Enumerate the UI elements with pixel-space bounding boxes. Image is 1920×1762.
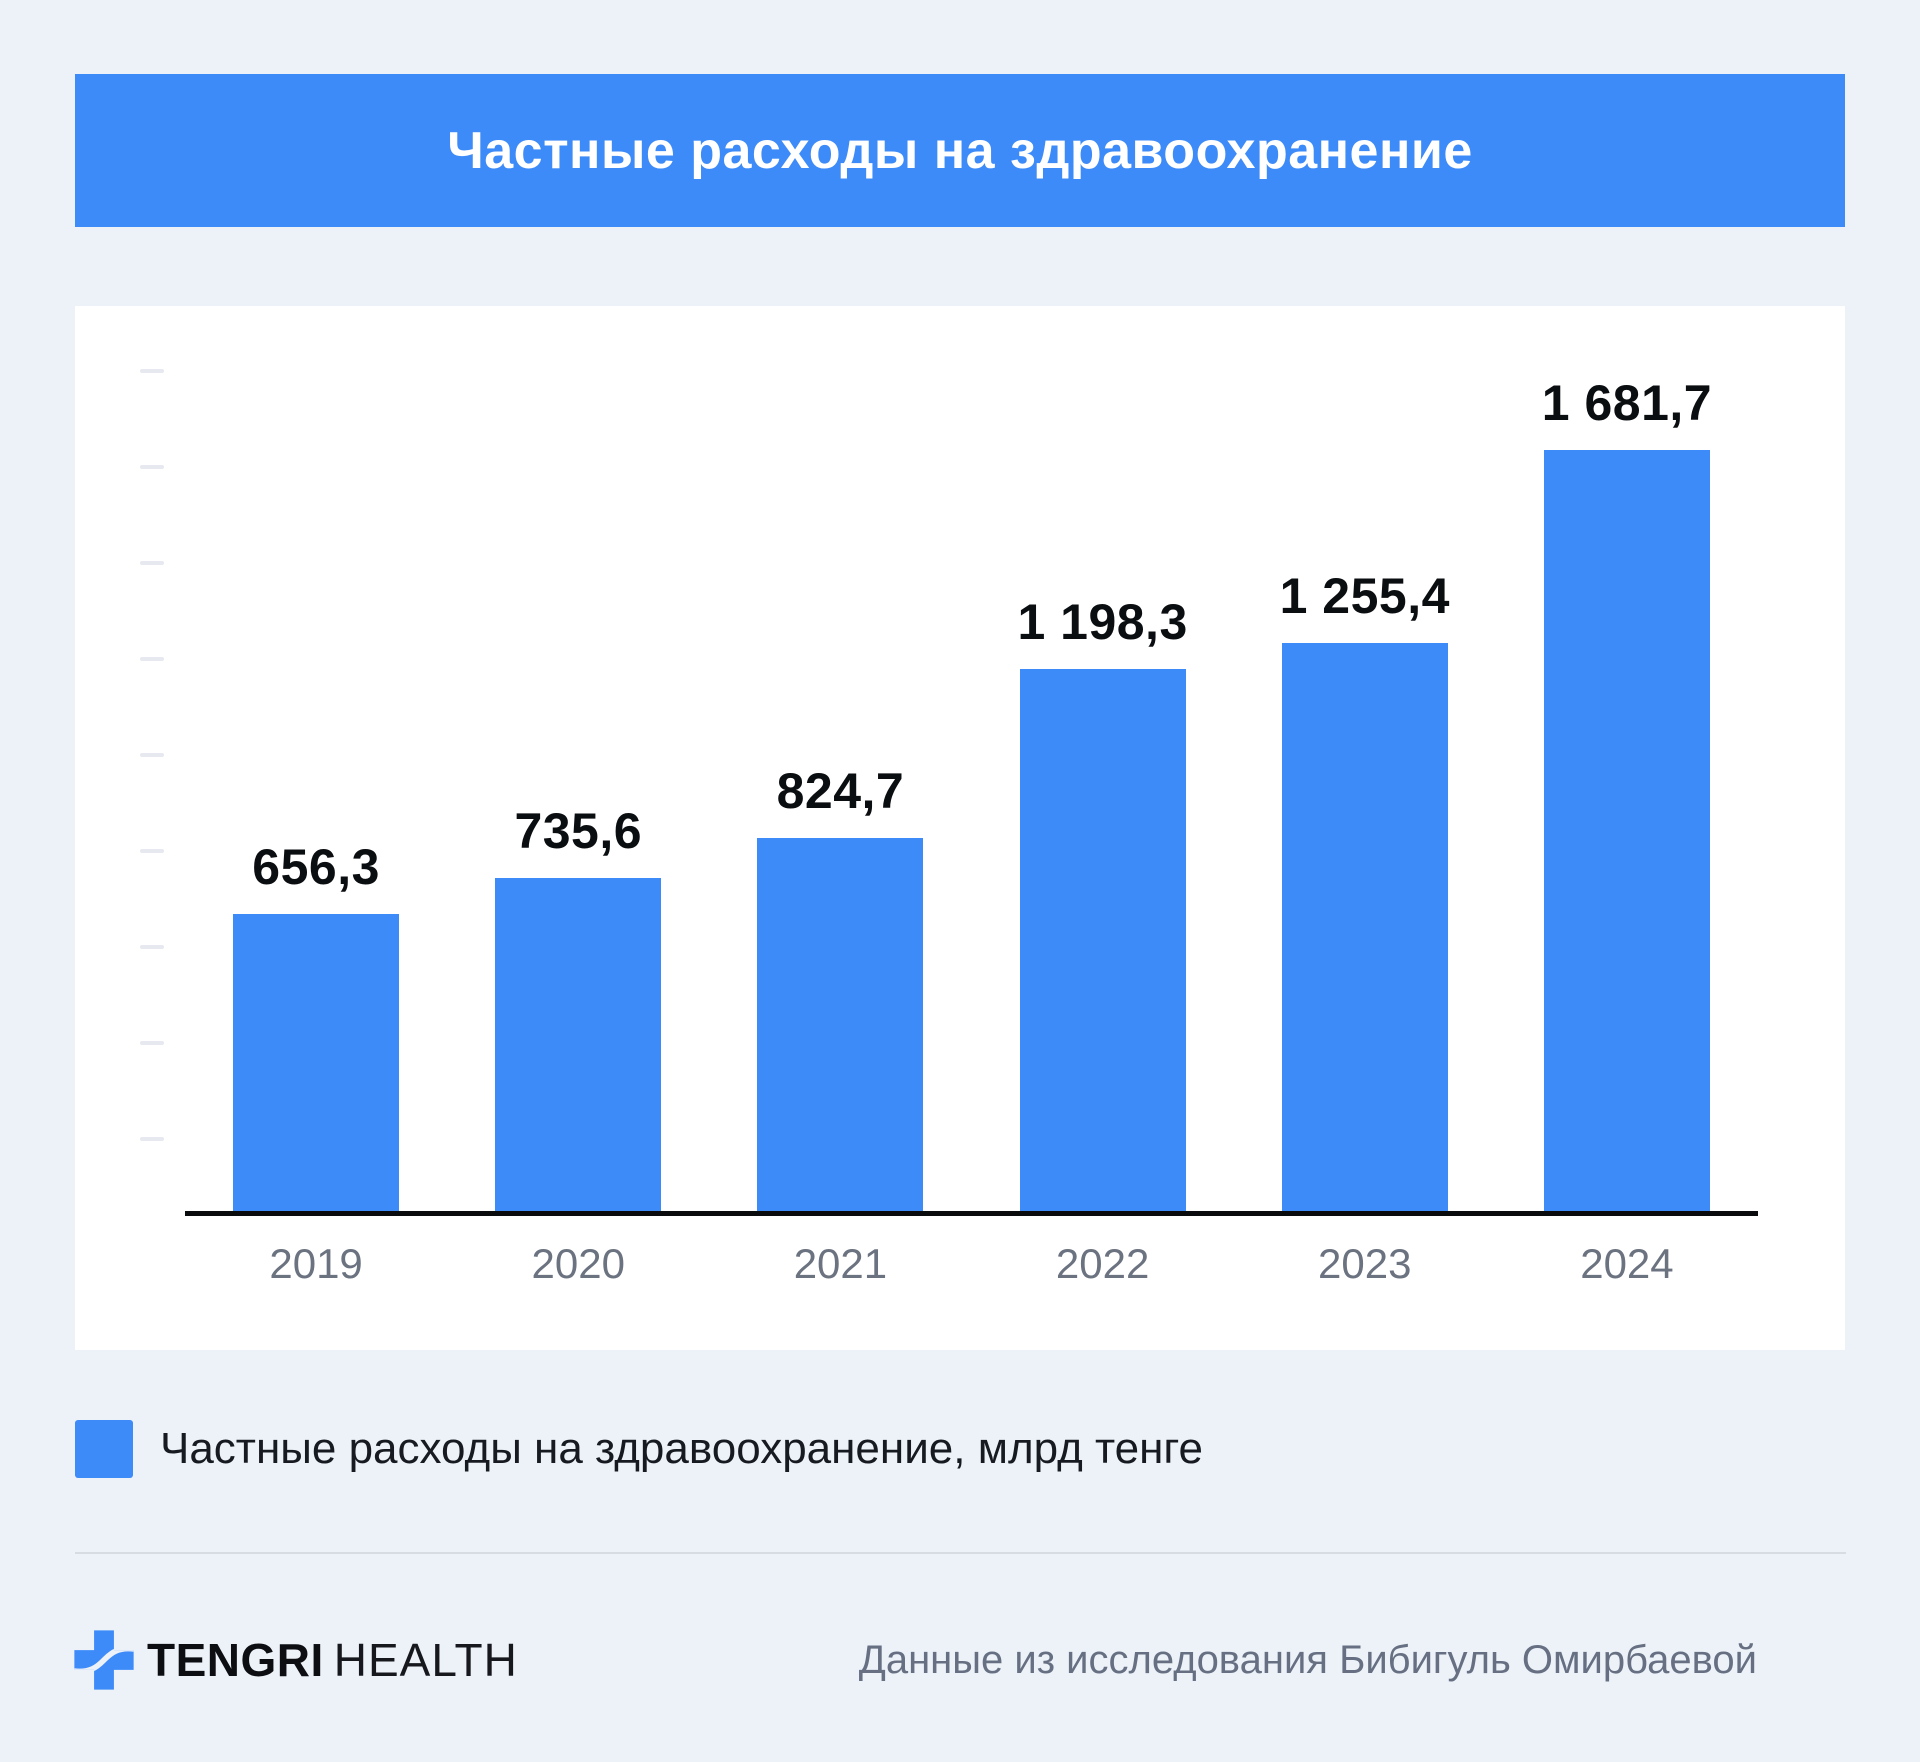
y-tick-mark xyxy=(140,945,164,949)
bar-value-label: 656,3 xyxy=(252,839,380,895)
legend-swatch xyxy=(75,1420,133,1478)
y-tick-mark xyxy=(140,753,164,757)
tengri-health-cross-icon xyxy=(74,1630,134,1690)
x-axis-line xyxy=(185,1211,1758,1216)
bar-slot: 1 198,3 xyxy=(972,351,1234,1211)
brand-logo: TENGRI HEALTH xyxy=(73,1628,518,1692)
bar-value-label: 824,7 xyxy=(776,763,905,819)
y-tick-mark xyxy=(140,657,164,661)
x-label-slot: 2019 xyxy=(185,1240,447,1288)
bar-slot: 1 255,4 xyxy=(1234,351,1496,1211)
title-banner: Частные расходы на здравоохранение xyxy=(75,74,1845,227)
bar-slot: 656,3 xyxy=(185,351,447,1211)
x-tick-label: 2022 xyxy=(1055,1240,1150,1287)
brand-secondary: HEALTH xyxy=(333,1634,518,1686)
x-axis-labels: 2019 2020 2021 2022 2023 2024 xyxy=(185,1240,1758,1288)
bar-value-label: 1 255,4 xyxy=(1279,568,1450,624)
y-tick-mark xyxy=(140,1041,164,1045)
y-tick-mark xyxy=(140,561,164,565)
y-tick-mark xyxy=(140,1137,164,1141)
x-tick-label: 2024 xyxy=(1580,1240,1674,1287)
bar xyxy=(233,914,400,1211)
bar-plot-area: 656,3 735,6 824,7 1 198,3 1 255,4 1 681,7 xyxy=(185,351,1758,1211)
y-tick-mark xyxy=(140,465,164,469)
bar-value-label: 1 681,7 xyxy=(1541,375,1713,431)
brand-primary: TENGRI xyxy=(147,1634,324,1686)
bar xyxy=(495,878,662,1211)
x-tick-label: 2019 xyxy=(269,1240,363,1287)
brand-wordmark: TENGRI HEALTH xyxy=(147,1633,518,1687)
legend-label: Частные расходы на здравоохранение, млрд… xyxy=(160,1424,1203,1473)
footer-divider xyxy=(75,1552,1846,1554)
bar-value-label: 1 198,3 xyxy=(1017,594,1188,650)
bar xyxy=(1281,643,1448,1211)
data-source-text: Данные из исследования Бибигуль Омирбаев… xyxy=(858,1637,1757,1682)
bar-value-label: 735,6 xyxy=(514,803,643,859)
bar-slot: 735,6 xyxy=(447,351,709,1211)
page-title: Частные расходы на здравоохранение xyxy=(447,121,1473,180)
bar xyxy=(1019,669,1186,1211)
bar xyxy=(757,838,924,1211)
x-tick-label: 2020 xyxy=(531,1240,625,1287)
x-tick-label: 2023 xyxy=(1318,1240,1412,1287)
x-label-slot: 2020 xyxy=(447,1240,709,1288)
bar-slot: 824,7 xyxy=(709,351,971,1211)
y-tick-mark xyxy=(140,849,164,853)
y-tick-mark xyxy=(140,369,164,373)
x-label-slot: 2021 xyxy=(709,1240,971,1288)
chart-card: 656,3 735,6 824,7 1 198,3 1 255,4 1 681,7 201… xyxy=(75,306,1845,1350)
x-tick-label: 2021 xyxy=(793,1240,888,1287)
x-label-slot: 2022 xyxy=(972,1240,1234,1288)
bar xyxy=(1543,450,1710,1211)
bar-slot: 1 681,7 xyxy=(1496,351,1758,1211)
x-label-slot: 2024 xyxy=(1496,1240,1758,1288)
legend: Частные расходы на здравоохранение, млрд… xyxy=(75,1420,1203,1478)
x-label-slot: 2023 xyxy=(1234,1240,1496,1288)
